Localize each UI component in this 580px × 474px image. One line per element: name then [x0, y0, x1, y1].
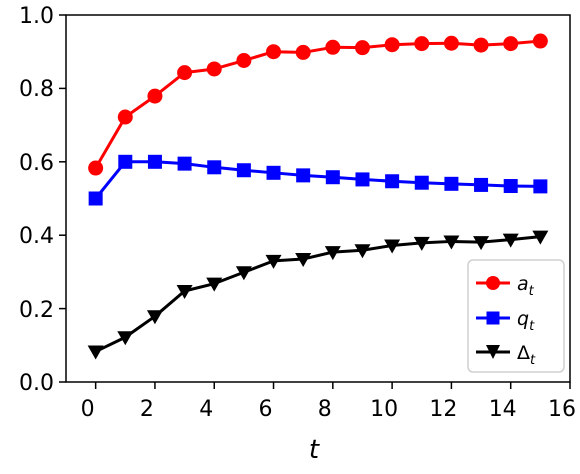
x-tick-label: 12	[429, 397, 457, 422]
data-point-q-9	[355, 172, 370, 187]
plot-frame	[65, 14, 571, 383]
data-point-delta-14	[502, 233, 519, 248]
data-point-delta-9	[354, 244, 371, 259]
series-line-q	[94, 160, 541, 200]
data-point-a-14	[503, 36, 519, 52]
legend-marker-q	[486, 311, 500, 325]
legend: at qt Δt	[467, 259, 565, 373]
data-point-q-15	[533, 179, 548, 194]
legend-label-delta-sub: t	[530, 353, 536, 368]
y-tick-label: 1.0	[19, 4, 54, 29]
legend-label-a-sub: t	[529, 284, 535, 299]
data-point-a-3	[177, 65, 193, 81]
data-point-q-14	[503, 179, 518, 194]
legend-marker-delta	[486, 345, 500, 359]
data-point-delta-2	[146, 310, 163, 325]
data-point-delta-8	[324, 246, 341, 261]
x-tick-label: 8	[318, 397, 332, 422]
x-tick-label: 6	[259, 397, 273, 422]
data-point-q-3	[177, 156, 192, 171]
legend-entry-q: qt	[476, 308, 535, 334]
data-point-a-10	[384, 37, 400, 53]
data-point-a-12	[443, 35, 459, 51]
data-point-delta-7	[295, 253, 312, 268]
legend-label-delta-main: Δ	[517, 342, 530, 364]
x-tick-label: 0	[81, 397, 95, 422]
data-point-delta-4	[206, 277, 223, 292]
y-tick-marks	[59, 14, 66, 383]
data-point-q-2	[147, 154, 162, 169]
series-line-delta	[94, 235, 541, 353]
data-point-delta-10	[384, 239, 401, 254]
data-point-a-8	[325, 39, 341, 55]
legend-entry-a: at	[476, 273, 535, 299]
data-point-a-9	[354, 40, 370, 56]
data-point-q-0	[88, 191, 103, 206]
data-point-a-11	[414, 36, 430, 52]
data-point-q-8	[325, 170, 340, 185]
legend-label-q-main: q	[517, 308, 529, 330]
legend-label-q-sub: t	[529, 319, 535, 334]
y-tick-label: 0.4	[19, 224, 54, 249]
data-point-a-0	[88, 160, 104, 176]
data-point-a-1	[117, 109, 133, 125]
data-point-q-10	[385, 174, 400, 189]
data-point-a-5	[236, 53, 252, 69]
data-point-a-15	[532, 33, 548, 49]
x-tick-label: 2	[140, 397, 154, 422]
legend-entry-delta: Δt	[476, 342, 536, 368]
legend-label-q: qt	[517, 308, 535, 334]
y-tick-label: 0.0	[19, 371, 54, 396]
data-point-q-5	[236, 163, 251, 178]
legend-label-delta: Δt	[517, 342, 536, 368]
x-tick-label: 10	[370, 397, 398, 422]
data-point-delta-6	[265, 254, 282, 269]
data-point-q-13	[474, 177, 489, 192]
data-point-delta-3	[176, 284, 193, 299]
y-tick-labels: 0.0 0.2 0.4 0.6 0.8 1.0	[19, 4, 54, 396]
legend-label-a-main: a	[517, 273, 529, 295]
data-point-delta-5	[235, 266, 252, 281]
data-point-delta-1	[117, 331, 134, 346]
series-delta	[87, 230, 549, 360]
data-point-q-7	[296, 168, 311, 183]
series-line-a	[94, 39, 541, 169]
data-point-q-11	[414, 175, 429, 190]
y-tick-label: 0.2	[19, 298, 54, 323]
series-q	[88, 154, 548, 206]
data-point-q-12	[444, 176, 459, 191]
x-tick-marks	[94, 382, 571, 389]
series-a	[88, 33, 548, 176]
data-point-q-1	[118, 154, 133, 169]
x-tick-label: 14	[489, 397, 517, 422]
data-point-q-6	[266, 165, 281, 180]
data-point-delta-13	[473, 236, 490, 251]
x-axis-label: t	[309, 435, 320, 465]
legend-label-a: at	[517, 273, 535, 299]
legend-marker-a	[486, 276, 500, 290]
data-point-a-2	[147, 88, 163, 104]
data-point-a-6	[266, 44, 282, 60]
data-point-delta-0	[87, 345, 104, 360]
data-point-delta-11	[413, 236, 430, 251]
data-point-a-13	[473, 37, 489, 53]
y-tick-label: 0.8	[19, 77, 54, 102]
legend-box	[467, 259, 565, 373]
data-point-delta-12	[443, 235, 460, 250]
y-tick-label: 0.6	[19, 151, 54, 176]
x-tick-labels: 0 2 4 6 8 10 12 14 16	[81, 397, 576, 422]
x-tick-label: 16	[548, 397, 576, 422]
data-point-q-4	[207, 160, 222, 175]
x-tick-label: 4	[199, 397, 213, 422]
data-point-delta-15	[532, 230, 549, 245]
data-point-a-7	[295, 44, 311, 60]
data-point-a-4	[206, 61, 222, 77]
plot-layer	[87, 33, 549, 360]
